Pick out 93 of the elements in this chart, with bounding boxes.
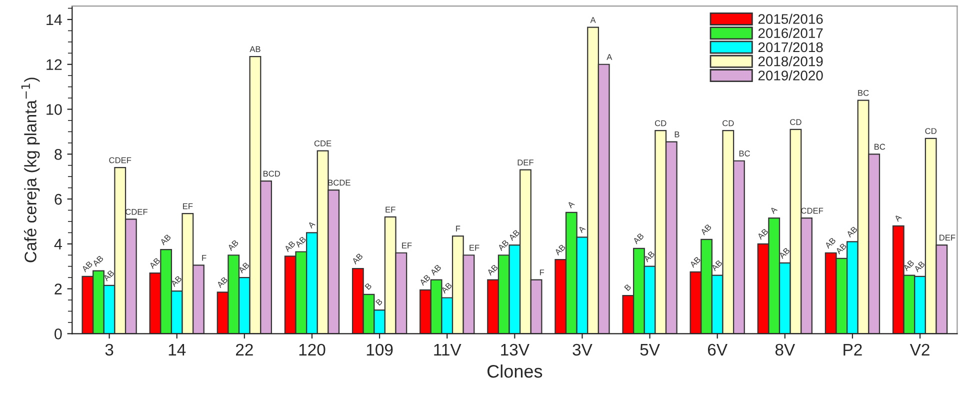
data-label: CDEF (801, 208, 824, 214)
data-label: A (566, 200, 575, 208)
data-label: AB (430, 264, 442, 276)
data-label: EF (386, 206, 396, 212)
y-tick-label: 4 (54, 238, 62, 250)
data-label: AB (554, 244, 566, 256)
data-label: EF (402, 242, 412, 248)
data-label: AB (419, 274, 431, 286)
data-label: AB (92, 255, 104, 267)
data-label: AB (238, 262, 250, 274)
data-label: AB (351, 252, 364, 265)
data-label: A (578, 225, 586, 234)
x-tick-label: 6V (708, 344, 728, 356)
data-label: EF (183, 203, 193, 210)
data-label: CD (790, 119, 802, 126)
data-label: AB (440, 282, 452, 294)
data-label: BCDE (328, 180, 350, 186)
data-label: BC (739, 150, 750, 156)
legend-label: 2015/2016 (758, 14, 823, 24)
data-label: CD (925, 128, 936, 134)
data-label: CDEF (126, 208, 148, 215)
data-label: F (456, 226, 460, 232)
y-tick-label: 6 (54, 194, 62, 205)
data-label: CD (655, 120, 666, 126)
data-label: A (590, 17, 596, 23)
data-label: AB (643, 250, 655, 262)
data-label: EF (470, 244, 480, 251)
data-label: BCD (263, 170, 280, 177)
x-tick-label: 5V (640, 344, 660, 356)
data-label: BC (858, 90, 869, 96)
x-axis-title: Clones (487, 364, 542, 378)
x-tick-label: 13V (501, 344, 530, 356)
data-label: AB (170, 275, 182, 288)
data-label: AB (689, 256, 701, 268)
data-label: AB (846, 226, 858, 238)
y-tick-label: 2 (54, 284, 62, 294)
data-label: CDE (314, 140, 332, 146)
legend-label: 2016/2017 (758, 28, 823, 38)
x-tick-label: 3 (105, 344, 114, 356)
data-label: AB (294, 236, 306, 248)
data-label: AB (632, 232, 644, 244)
data-label: B (674, 132, 680, 138)
data-label: AB (250, 46, 260, 52)
data-label: A (606, 54, 612, 60)
data-label: AB (486, 264, 498, 276)
x-tick-label: 11V (434, 344, 462, 356)
x-tick-label: P2 (844, 344, 862, 356)
data-label: AB (508, 229, 520, 242)
data-label: CD (722, 120, 734, 126)
data-label: AB (102, 270, 114, 282)
y-tick-label: 10 (46, 104, 62, 115)
legend-label: 2018/2019 (758, 56, 823, 66)
data-label: AB (497, 240, 510, 252)
x-tick-label: 120 (299, 344, 326, 356)
data-label: AB (902, 260, 914, 272)
data-label: B (376, 298, 383, 306)
x-tick-label: 8V (775, 344, 796, 356)
data-label: AB (835, 242, 847, 254)
data-label: AB (148, 257, 160, 270)
data-label: AB (914, 260, 926, 272)
data-label: A (894, 214, 902, 222)
data-label: AB (81, 260, 93, 272)
data-label: AB (284, 240, 296, 252)
data-label: AB (710, 260, 722, 272)
data-label: DEF (940, 234, 956, 241)
x-tick-label: 3V (572, 344, 592, 356)
data-label: AB (778, 247, 790, 259)
data-label: AB (216, 276, 228, 288)
data-label: B (624, 284, 632, 292)
data-label: B (364, 282, 372, 290)
x-tick-label: 109 (366, 344, 393, 356)
legend-label: 2019/2020 (758, 70, 823, 80)
data-label: DEF (518, 160, 534, 166)
x-tick-label: 14 (168, 344, 186, 356)
data-label: AB (160, 234, 172, 246)
data-label: AB (700, 224, 712, 236)
y-tick-label: 12 (46, 59, 62, 70)
y-tick-label: 0 (54, 328, 62, 340)
x-tick-label: V2 (910, 344, 930, 356)
data-label: AB (824, 237, 836, 249)
data-label: A (770, 206, 778, 214)
y-tick-label: 14 (46, 14, 62, 26)
data-label: AB (756, 228, 768, 240)
data-label: AB (227, 240, 239, 252)
y-tick-label: 8 (54, 149, 62, 160)
data-label: BC (874, 144, 886, 150)
x-tick-label: 22 (236, 344, 253, 356)
data-label: F (540, 270, 544, 276)
data-label: CDEF (109, 157, 132, 164)
data-label: F (202, 254, 206, 261)
data-label: A (308, 220, 316, 229)
legend-label: 2017/2018 (758, 42, 823, 52)
y-axis-title: Café cereja (kg planta$^{−1}$) (21, 78, 40, 262)
